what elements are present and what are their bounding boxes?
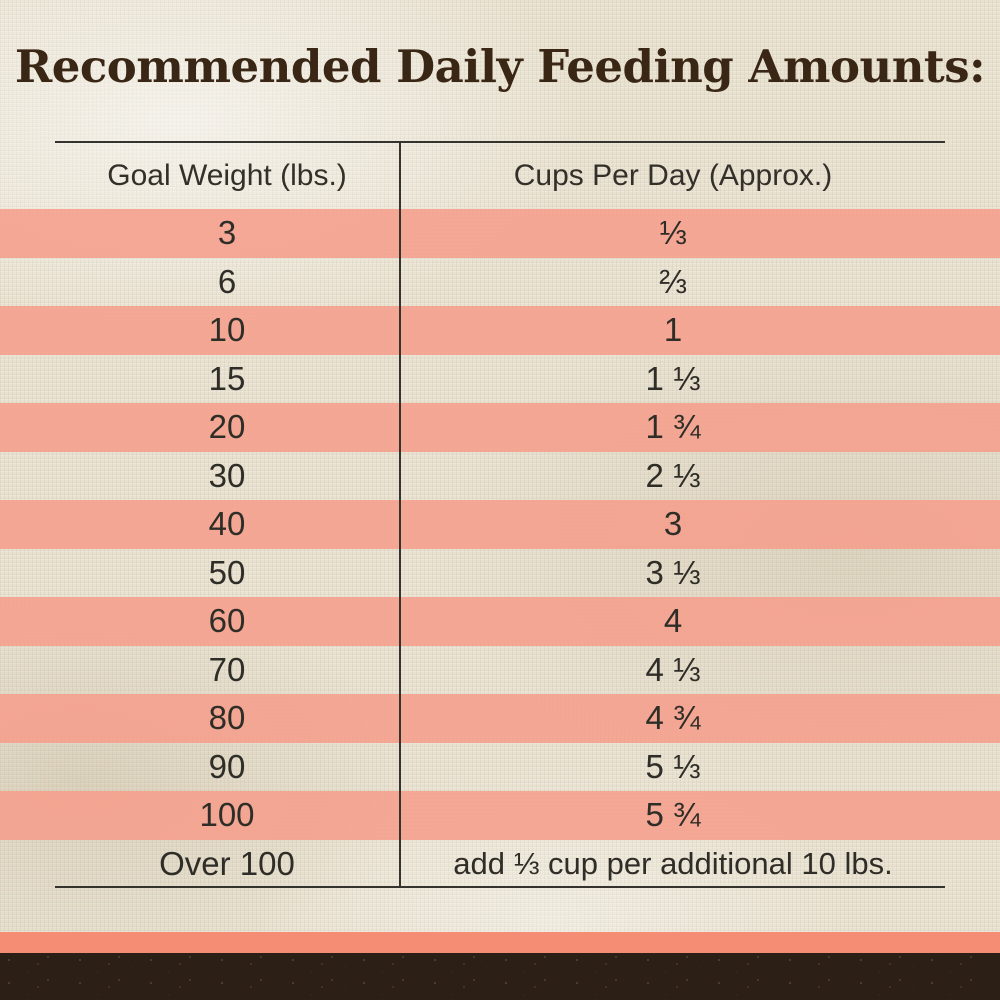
cups-cell: 3 ⅓	[645, 553, 701, 591]
goal-weight-cell: 50	[208, 553, 246, 591]
cups-cell: 4	[663, 602, 683, 640]
column-header-goal-weight: Goal Weight (lbs.)	[107, 159, 347, 192]
table-row: 50 3 ⅓	[0, 549, 1000, 598]
goal-weight-cell: 70	[208, 650, 246, 688]
goal-weight-cell: 90	[208, 747, 246, 785]
cups-cell: 5 ¾	[645, 796, 701, 834]
cups-cell: 4 ⅓	[645, 650, 701, 688]
cups-cell: 3	[663, 505, 683, 543]
table-header-row: Goal Weight (lbs.) Cups Per Day (Approx.…	[0, 143, 1000, 209]
page-title: Recommended Daily Feeding Amounts:	[14, 40, 986, 93]
table-row: 80 4 ¾	[0, 694, 1000, 743]
table-row: 10 1	[0, 306, 1000, 355]
table-row: Over 100 add ⅓ cup per additional 10 lbs…	[0, 840, 1000, 889]
table-row: 20 1 ¾	[0, 403, 1000, 452]
footer-texture-band	[0, 953, 1000, 1000]
table-body: 3 ⅓ 6 ⅔ 10 1 15 1 ⅓ 20 1 ¾ 30 2 ⅓ 40 3 5…	[0, 209, 1000, 888]
goal-weight-cell: 3	[217, 214, 237, 252]
table-row: 15 1 ⅓	[0, 355, 1000, 404]
goal-weight-cell: 30	[208, 456, 246, 494]
table-top-border	[55, 141, 945, 143]
goal-weight-cell: 10	[208, 311, 246, 349]
table-row: 70 4 ⅓	[0, 646, 1000, 695]
table-row: 100 5 ¾	[0, 791, 1000, 840]
cups-cell: 2 ⅓	[645, 456, 701, 494]
accent-bar	[0, 932, 1000, 953]
cups-cell: add ⅓ cup per additional 10 lbs.	[453, 845, 893, 881]
cups-cell: 1 ⅓	[645, 359, 701, 397]
goal-weight-cell: 60	[208, 602, 246, 640]
goal-weight-cell: Over 100	[159, 844, 295, 882]
table-row: 60 4	[0, 597, 1000, 646]
goal-weight-cell: 20	[208, 408, 246, 446]
table-bottom-border	[55, 886, 945, 888]
cups-cell: 1 ¾	[645, 408, 701, 446]
table-row: 6 ⅔	[0, 258, 1000, 307]
column-header-cups-per-day: Cups Per Day (Approx.)	[513, 159, 833, 192]
table-row: 40 3	[0, 500, 1000, 549]
goal-weight-cell: 100	[199, 796, 255, 834]
table-row: 3 ⅓	[0, 209, 1000, 258]
table-row: 90 5 ⅓	[0, 743, 1000, 792]
goal-weight-cell: 40	[208, 505, 246, 543]
column-divider	[399, 141, 401, 888]
cups-cell: 5 ⅓	[645, 747, 701, 785]
cups-cell: ⅓	[659, 214, 687, 252]
goal-weight-cell: 6	[217, 262, 237, 300]
cups-cell: ⅔	[659, 262, 687, 300]
goal-weight-cell: 15	[208, 359, 246, 397]
table-row: 30 2 ⅓	[0, 452, 1000, 501]
goal-weight-cell: 80	[208, 699, 246, 737]
cups-cell: 1	[663, 311, 683, 349]
cups-cell: 4 ¾	[645, 699, 701, 737]
